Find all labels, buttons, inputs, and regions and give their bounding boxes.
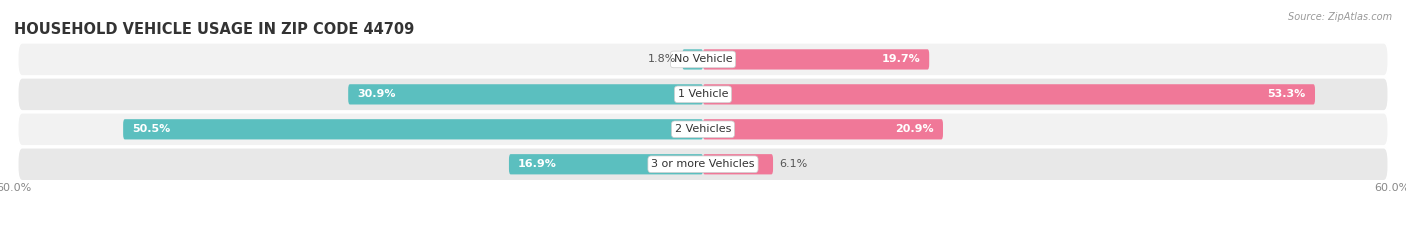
Text: 3 or more Vehicles: 3 or more Vehicles (651, 159, 755, 169)
Text: 16.9%: 16.9% (519, 159, 557, 169)
FancyBboxPatch shape (17, 147, 1389, 181)
FancyBboxPatch shape (349, 84, 703, 105)
Text: 30.9%: 30.9% (357, 89, 396, 99)
Text: No Vehicle: No Vehicle (673, 55, 733, 64)
FancyBboxPatch shape (17, 43, 1389, 76)
Text: 20.9%: 20.9% (896, 124, 934, 134)
FancyBboxPatch shape (17, 113, 1389, 146)
FancyBboxPatch shape (703, 119, 943, 139)
FancyBboxPatch shape (703, 154, 773, 174)
Text: 1.8%: 1.8% (648, 55, 676, 64)
Text: 2 Vehicles: 2 Vehicles (675, 124, 731, 134)
Text: 19.7%: 19.7% (882, 55, 920, 64)
Legend: Owner-occupied, Renter-occupied: Owner-occupied, Renter-occupied (581, 230, 825, 233)
Text: Source: ZipAtlas.com: Source: ZipAtlas.com (1288, 12, 1392, 22)
FancyBboxPatch shape (17, 78, 1389, 111)
Text: 50.5%: 50.5% (132, 124, 170, 134)
FancyBboxPatch shape (682, 49, 703, 69)
FancyBboxPatch shape (509, 154, 703, 174)
FancyBboxPatch shape (124, 119, 703, 139)
Text: 53.3%: 53.3% (1268, 89, 1306, 99)
FancyBboxPatch shape (703, 84, 1315, 105)
Text: 1 Vehicle: 1 Vehicle (678, 89, 728, 99)
Text: HOUSEHOLD VEHICLE USAGE IN ZIP CODE 44709: HOUSEHOLD VEHICLE USAGE IN ZIP CODE 4470… (14, 22, 415, 37)
FancyBboxPatch shape (703, 49, 929, 69)
Text: 6.1%: 6.1% (779, 159, 807, 169)
